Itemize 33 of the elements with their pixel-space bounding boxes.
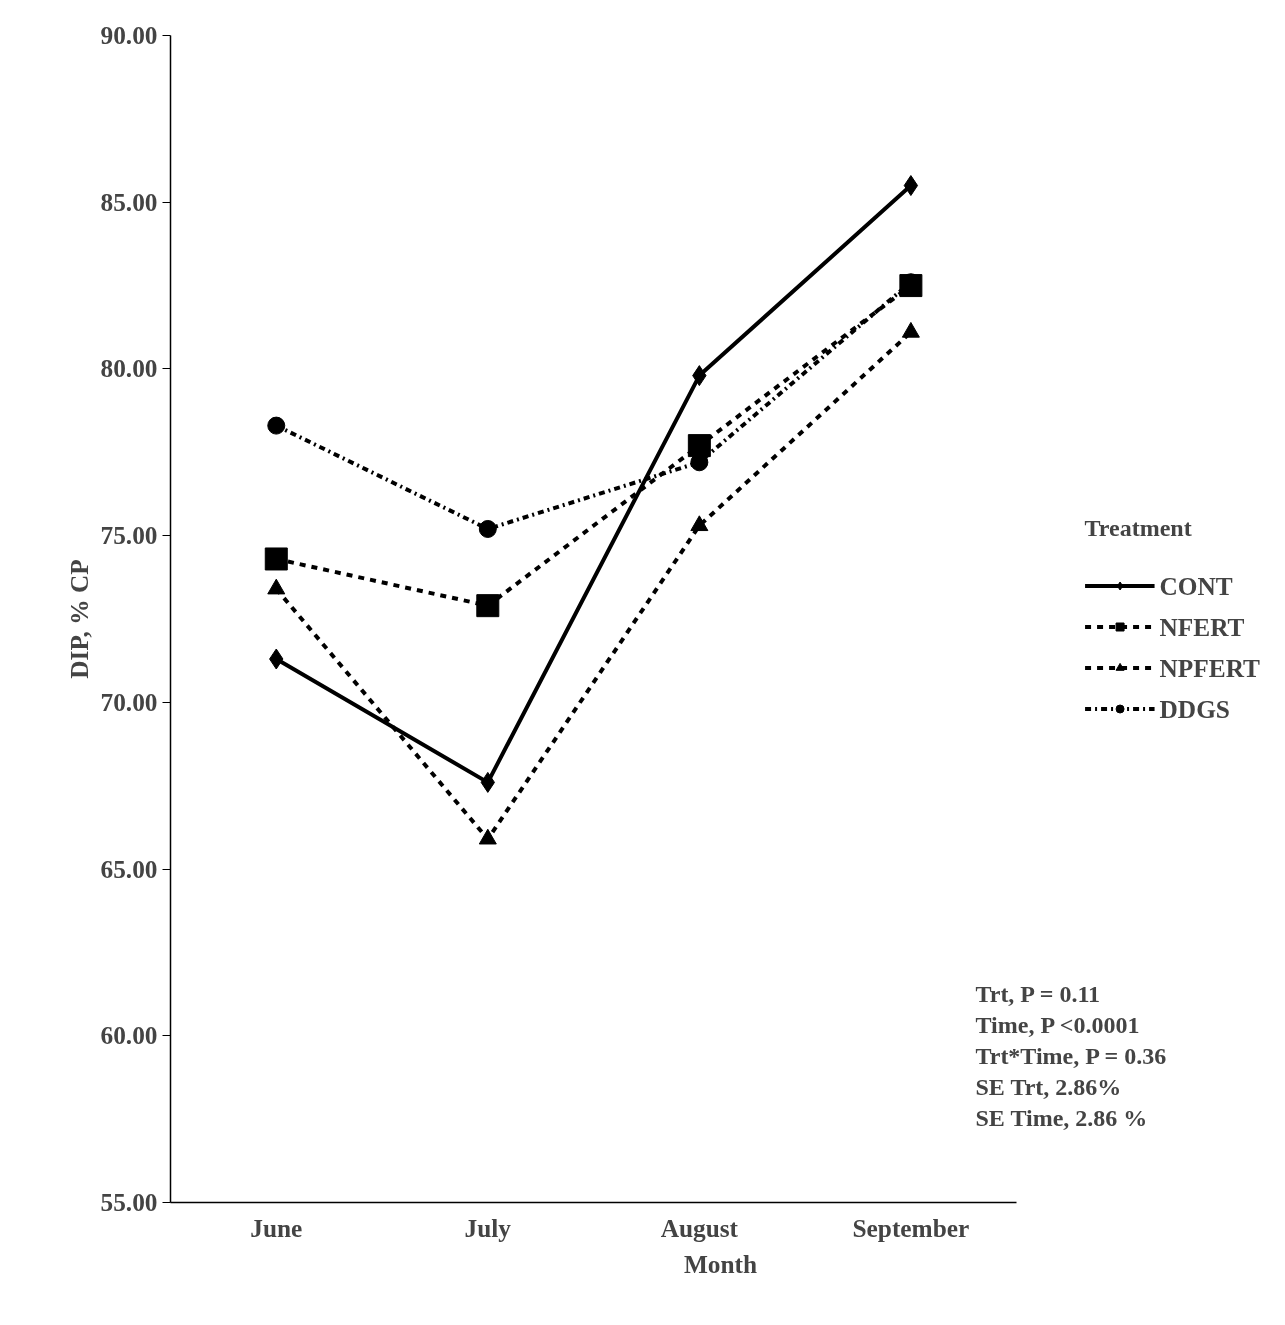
legend-label: DDGS bbox=[1159, 694, 1230, 723]
x-tick-label: September bbox=[852, 1213, 970, 1242]
y-tick-label: 80.00 bbox=[100, 354, 158, 383]
legend-title: Treatment bbox=[1084, 514, 1193, 541]
annotation: Trt*Time, P = 0.36 bbox=[975, 1042, 1167, 1069]
legend-label: NPFERT bbox=[1159, 653, 1260, 682]
point bbox=[478, 828, 497, 845]
y-tick-label: 90.00 bbox=[100, 21, 158, 49]
y-tick-label: 55.00 bbox=[100, 1188, 158, 1216]
point bbox=[690, 515, 709, 532]
x-tick-label: July bbox=[464, 1213, 512, 1242]
x-tick-label: June bbox=[250, 1213, 303, 1242]
y-tick-label: 65.00 bbox=[100, 854, 158, 883]
point bbox=[267, 416, 286, 435]
x-tick-label: August bbox=[660, 1213, 739, 1242]
point bbox=[478, 519, 497, 538]
y-axis-title: DIP, % CP bbox=[64, 559, 93, 679]
point bbox=[267, 578, 286, 595]
point bbox=[903, 175, 919, 197]
point bbox=[476, 594, 500, 618]
y-tick-label: 75.00 bbox=[100, 521, 158, 550]
point bbox=[687, 434, 711, 458]
annotation: Trt, P = 0.11 bbox=[975, 980, 1101, 1007]
legend-label: NFERT bbox=[1159, 612, 1245, 641]
annotation: SE Time, 2.86 % bbox=[975, 1104, 1148, 1131]
y-tick-label: 70.00 bbox=[100, 687, 158, 716]
legend-label: CONT bbox=[1159, 571, 1233, 600]
x-axis-title: Month bbox=[683, 1249, 758, 1278]
annotation: Time, P <0.0001 bbox=[975, 1011, 1140, 1038]
annotation: SE Trt, 2.86% bbox=[975, 1073, 1122, 1100]
y-tick-label: 85.00 bbox=[100, 187, 158, 216]
point bbox=[264, 547, 288, 571]
y-tick-label: 60.00 bbox=[100, 1021, 158, 1050]
